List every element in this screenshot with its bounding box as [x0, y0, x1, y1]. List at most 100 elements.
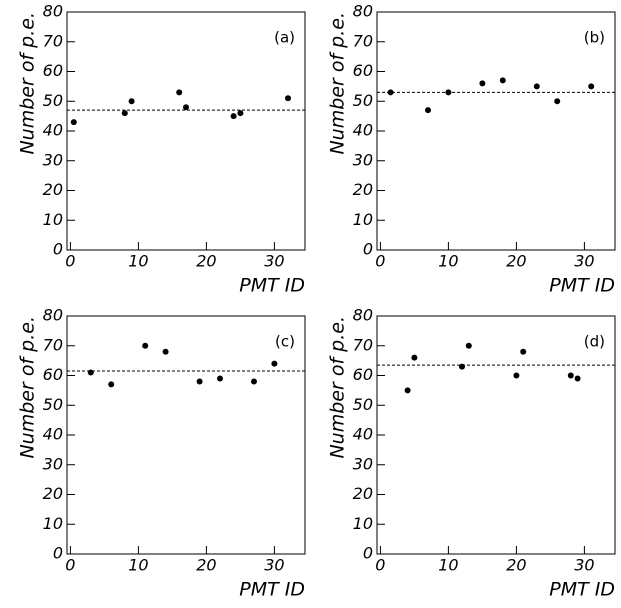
data-point: [411, 354, 418, 361]
y-tick-label: 30: [43, 454, 63, 473]
x-tick-label: 20: [506, 252, 526, 271]
data-point: [162, 348, 169, 355]
y-tick-label: 0: [363, 544, 373, 563]
data-point: [108, 381, 115, 388]
y-tick-label: 50: [353, 91, 373, 110]
y-tick-label: 60: [43, 365, 63, 384]
plot-frame: [66, 11, 306, 251]
y-tick-label: 70: [353, 335, 373, 354]
y-tick-label: 0: [53, 544, 63, 563]
data-point: [459, 363, 465, 370]
y-tick-label: 30: [353, 150, 373, 169]
data-point: [465, 342, 472, 349]
x-tick-label: 10: [438, 252, 458, 271]
panel: 0 10 20 30 40 50 60 70 80 0 10 20 30 (d) PMT ID Number …: [327, 306, 616, 601]
y-tick-label: 40: [43, 121, 63, 140]
y-tick-label: 50: [43, 91, 63, 110]
y-tick-label: 0: [53, 240, 63, 259]
data-point: [387, 89, 394, 96]
y-tick-label: 60: [43, 61, 63, 80]
x-tick-label: 30: [264, 556, 284, 575]
x-axis-label: PMT ID: [549, 579, 615, 601]
data-point: [70, 119, 77, 126]
data-point: [513, 372, 520, 379]
data-point: [574, 375, 581, 382]
data-point: [87, 369, 94, 376]
data-point: [128, 98, 135, 105]
data-point: [520, 348, 527, 355]
y-tick-label: 80: [43, 2, 63, 21]
data-point: [425, 107, 431, 114]
plot-frame: [376, 11, 616, 251]
x-tick-label: 30: [574, 556, 594, 575]
y-axis-label: Number of p.e.: [17, 12, 39, 155]
data-point: [588, 83, 595, 90]
panel-label: (c): [275, 333, 295, 351]
y-tick-label: 60: [353, 365, 373, 384]
y-tick-label: 30: [353, 454, 373, 473]
y-tick-label: 80: [353, 2, 373, 21]
x-tick-label: 10: [438, 556, 458, 575]
y-tick-label: 70: [43, 31, 63, 50]
x-tick-label: 20: [506, 556, 526, 575]
x-tick-label: 30: [574, 252, 594, 271]
data-point: [251, 378, 257, 385]
data-point: [142, 342, 149, 349]
y-tick-label: 20: [353, 484, 373, 503]
data-point: [217, 375, 223, 382]
panel: 0 10 20 30 40 50 60 70 80 0 10 20 30 (b) PMT ID Number …: [327, 2, 616, 297]
panel-label: (b): [584, 29, 605, 47]
x-axis-label: PMT ID: [239, 579, 305, 601]
plot-frame: [376, 315, 616, 555]
x-tick-label: 20: [196, 556, 216, 575]
y-tick-label: 10: [43, 210, 63, 229]
data-point: [533, 83, 540, 90]
data-point: [404, 387, 411, 394]
panel: 0 10 20 30 40 50 60 70 80 0 10 20 30 (c) PMT ID Number …: [17, 306, 306, 601]
data-point: [567, 372, 574, 379]
y-tick-label: 40: [353, 121, 373, 140]
x-axis-label: PMT ID: [239, 275, 305, 297]
panel: 0 10 20 30 40 50 60 70 80 0 10 20 30 (a) PMT ID Number …: [17, 2, 306, 297]
y-tick-label: 70: [43, 335, 63, 354]
y-axis-label: Number of p.e.: [327, 316, 349, 459]
y-tick-label: 10: [353, 514, 373, 533]
x-tick-label: 20: [196, 252, 216, 271]
y-tick-label: 50: [353, 395, 373, 414]
data-point: [196, 378, 203, 385]
y-tick-label: 60: [353, 61, 373, 80]
y-tick-label: 30: [43, 150, 63, 169]
data-point: [554, 98, 561, 105]
data-point: [499, 77, 506, 84]
data-point: [183, 104, 189, 111]
y-axis-label: Number of p.e.: [327, 12, 349, 155]
y-tick-label: 40: [353, 425, 373, 444]
data-point: [479, 80, 486, 87]
x-tick-label: 30: [264, 252, 284, 271]
x-tick-label: 0: [65, 556, 75, 575]
x-tick-label: 10: [128, 556, 148, 575]
y-tick-label: 80: [353, 306, 373, 325]
panel-label: (a): [274, 29, 295, 47]
y-tick-label: 70: [353, 31, 373, 50]
y-tick-label: 0: [363, 240, 373, 259]
y-tick-label: 20: [43, 484, 63, 503]
data-point: [271, 360, 278, 367]
x-tick-label: 0: [375, 556, 385, 575]
y-axis-label: Number of p.e.: [17, 316, 39, 459]
y-tick-label: 80: [43, 306, 63, 325]
data-point: [121, 110, 128, 117]
y-tick-label: 40: [43, 425, 63, 444]
x-tick-label: 10: [128, 252, 148, 271]
data-point: [285, 95, 291, 102]
y-tick-label: 20: [43, 180, 63, 199]
y-tick-label: 50: [43, 395, 63, 414]
x-tick-label: 0: [65, 252, 75, 271]
x-tick-label: 0: [375, 252, 385, 271]
y-tick-label: 10: [353, 210, 373, 229]
y-tick-label: 20: [353, 180, 373, 199]
data-point: [230, 113, 237, 120]
plot-frame: [66, 315, 306, 555]
y-tick-label: 10: [43, 514, 63, 533]
